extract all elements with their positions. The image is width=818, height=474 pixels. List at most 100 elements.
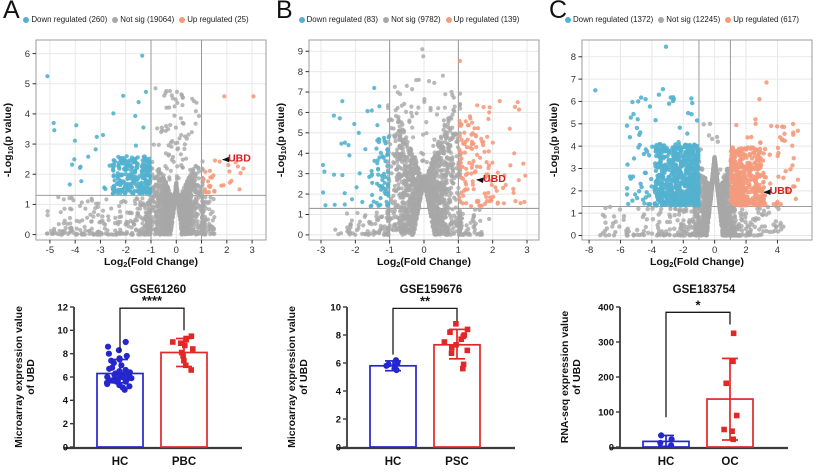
panel-letter-c: C	[549, 0, 568, 24]
legend-dot-icon	[23, 16, 30, 23]
group-label: OC	[721, 456, 738, 468]
volcano-legend-b: Down regulated (83) Not sig (9782) Up regu…	[273, 15, 545, 24]
svg-text:3: 3	[524, 245, 529, 256]
svg-text:2: 2	[63, 419, 68, 430]
significance-bracket	[119, 307, 185, 353]
svg-text:2: 2	[490, 245, 495, 256]
svg-text:4: 4	[25, 109, 30, 120]
data-points	[441, 321, 471, 372]
volcano-legend-a: Down regulated (260) Not sig (19064) Up re…	[0, 15, 272, 24]
points-up	[728, 80, 801, 208]
legend-item: Down regulated (260)	[23, 15, 107, 24]
svg-text:6: 6	[336, 358, 341, 369]
svg-text:8: 8	[298, 67, 303, 78]
volcano-plot-b: -3 -2 -1 0 1 2 3 0 1 2 3 4 5 6 7 8 9 Log2(Fold Change) -Lo…	[275, 39, 540, 269]
svg-text:-5: -5	[46, 245, 54, 256]
legend-item: Not sig (19064)	[112, 15, 174, 24]
panel-a: A Down regulated (260) Not sig (19064) Up …	[0, 0, 272, 474]
x-axis-title: Log2(Fold Change)	[650, 256, 744, 269]
legend-label: Up regulated (139)	[453, 15, 520, 24]
svg-text:2: 2	[224, 245, 229, 256]
group-label: PBC	[172, 456, 196, 468]
legend-dot-icon	[725, 16, 732, 23]
volcano-plot-a: -5 -4 -3 -2 -1 0 1 2 3 0 1 2 3 4 5 6 Log2(Fold Change) -L…	[2, 39, 267, 269]
error-bar	[449, 328, 465, 360]
svg-text:1: 1	[456, 245, 461, 256]
legend-label: Down regulated (1372)	[572, 15, 654, 24]
svg-text:6: 6	[25, 49, 30, 60]
svg-text:3: 3	[25, 139, 30, 150]
svg-text:6: 6	[298, 108, 303, 119]
bar-chart-b: GSE159676 0 2 4 6 8 10 Microarray expression va…	[286, 284, 515, 468]
y-axis-title: -Log10(p value)	[2, 103, 15, 177]
svg-text:5: 5	[298, 128, 303, 139]
svg-text:0: 0	[25, 230, 30, 241]
svg-text:1: 1	[25, 200, 30, 211]
svg-text:0: 0	[174, 245, 179, 256]
chart-title: GSE61260	[130, 284, 186, 296]
svg-text:10: 10	[57, 326, 68, 337]
svg-text:4: 4	[336, 386, 342, 397]
data-points	[657, 432, 675, 449]
panel-b: B Down regulated (83) Not sig (9782) Up re…	[273, 0, 545, 474]
svg-text:3: 3	[249, 245, 254, 256]
y-axis-title: RNA-seq expression valueof UBD	[559, 311, 583, 444]
significance-stars: ****	[142, 293, 163, 308]
svg-text:5: 5	[25, 79, 30, 90]
error-bar	[658, 434, 674, 448]
error-bar	[112, 358, 128, 384]
points-up	[457, 58, 528, 209]
group-label: HC	[658, 456, 675, 468]
legend-dot-icon	[383, 16, 390, 23]
svg-text:4: 4	[298, 148, 303, 159]
svg-text:4: 4	[63, 396, 69, 407]
legend-label: Not sig (9782)	[391, 15, 441, 24]
bar	[369, 364, 417, 448]
group-label: HC	[112, 456, 129, 468]
points-down	[45, 53, 153, 196]
y-axis-title: -Log10(p value)	[548, 103, 561, 177]
chart-title: GSE159676	[400, 284, 463, 296]
significance-bracket	[392, 307, 458, 355]
volcano-legend-c: Down regulated (1372) Not sig (12245) Up r…	[546, 15, 818, 24]
legend-dot-icon	[179, 16, 186, 23]
ubd-annotation: UBD	[222, 153, 251, 165]
group-label: HC	[385, 456, 402, 468]
legend-dot-icon	[445, 16, 452, 23]
legend-item: Up regulated (25)	[179, 15, 249, 24]
svg-text:-3: -3	[96, 245, 104, 256]
panel-letter-b: B	[276, 0, 293, 24]
svg-text:2: 2	[25, 169, 30, 180]
panel-c: C Down regulated (1372) Not sig (12245) Up…	[546, 0, 818, 474]
plot-border	[581, 39, 813, 241]
svg-text:-2: -2	[121, 245, 129, 256]
legend-label: Up regulated (25)	[187, 15, 249, 24]
legend-item: Up regulated (617)	[725, 15, 799, 24]
error-bar	[722, 357, 738, 441]
error-bar	[385, 360, 401, 372]
svg-text:-4: -4	[71, 245, 79, 256]
legend-item: Up regulated (139)	[445, 15, 520, 24]
x-axis-title: Log2(Fold Change)	[104, 256, 198, 269]
legend-label: Not sig (12245)	[666, 15, 721, 24]
group-label: PSC	[445, 456, 469, 468]
svg-text:10: 10	[330, 302, 341, 313]
svg-text:2: 2	[336, 414, 341, 425]
bar-group-hc	[642, 432, 690, 449]
svg-text:7: 7	[298, 87, 303, 98]
bar-group-psc	[433, 321, 481, 448]
chart-title: GSE183754	[673, 284, 736, 296]
bar	[160, 351, 208, 448]
error-bar	[176, 337, 192, 368]
svg-text:-1: -1	[385, 245, 393, 256]
bar-group-hc	[96, 338, 144, 448]
points-up	[201, 94, 256, 195]
legend-dot-icon	[298, 16, 305, 23]
svg-text:1: 1	[298, 210, 303, 221]
svg-text:UBD: UBD	[483, 173, 506, 185]
significance-stars: *	[695, 297, 701, 312]
